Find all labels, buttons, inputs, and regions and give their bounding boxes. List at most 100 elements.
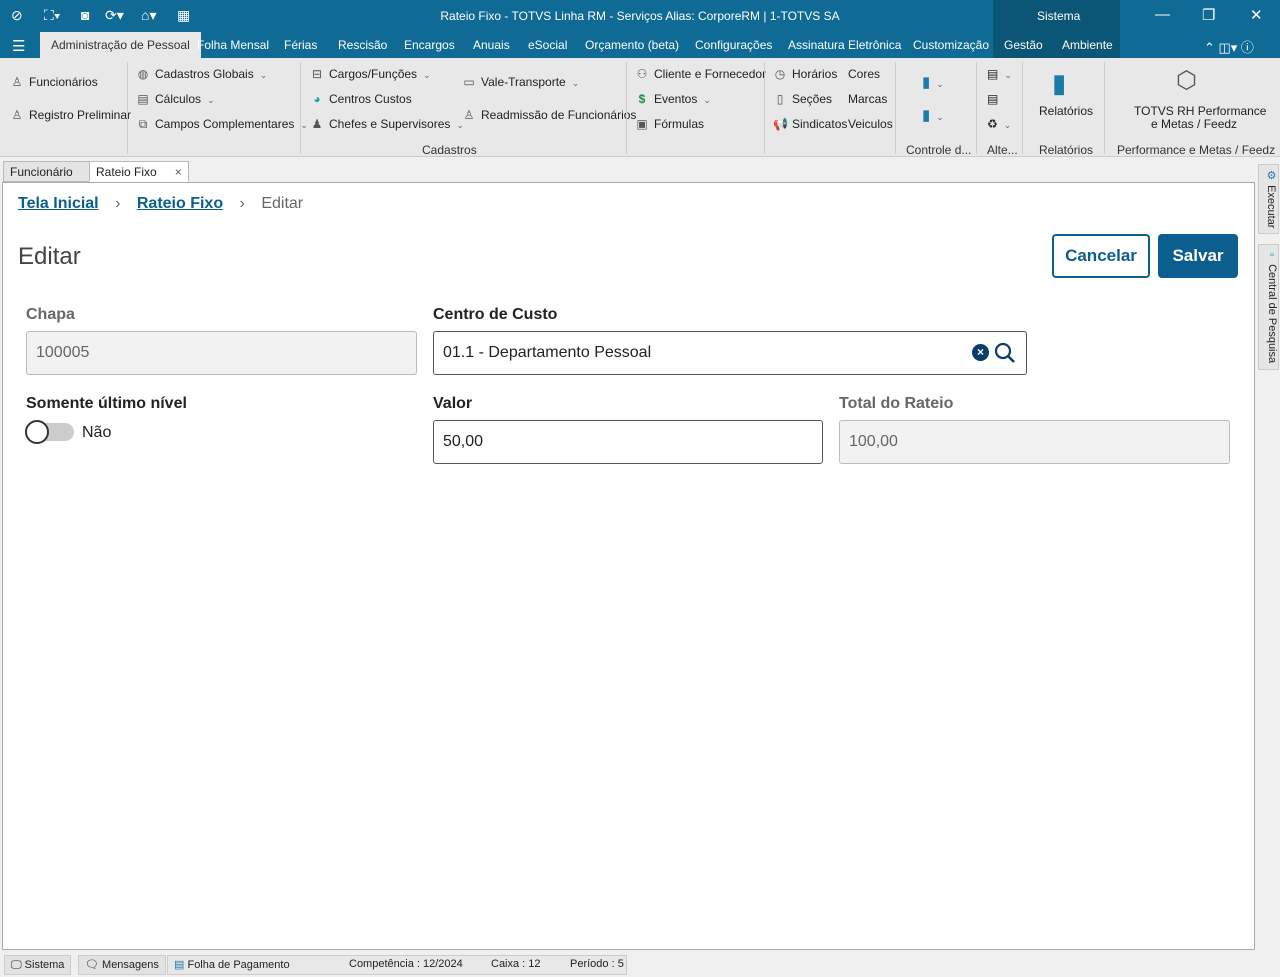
- restore-icon[interactable]: ❐: [1202, 7, 1216, 24]
- chapa-field: 100005: [26, 331, 417, 375]
- cancel-button[interactable]: Cancelar: [1052, 234, 1150, 278]
- chapa-label: Chapa: [26, 306, 75, 323]
- competencia: Competência : 12/2024: [349, 958, 463, 970]
- ribbon-totvs-rh[interactable]: TOTVS RH Performance: [1134, 104, 1267, 118]
- tab-orcamento[interactable]: Orçamento (beta): [585, 38, 680, 52]
- label: Cálculos: [155, 92, 202, 106]
- group-performance: Performance e Metas / Feedz: [1117, 143, 1276, 157]
- collapse-ribbon-icon[interactable]: ⌃ ◫▾ ⓘ: [1204, 40, 1254, 55]
- globe-icon: ◍: [137, 67, 149, 81]
- home-icon[interactable]: ⌂▾: [141, 7, 157, 23]
- ribbon-chefes[interactable]: ♟ Chefes e Supervisores ⌄: [311, 117, 464, 131]
- alte-check-icon[interactable]: ▤: [987, 92, 999, 106]
- controle-doc-icon[interactable]: ▮ ⌄: [922, 74, 944, 91]
- window-title: Rateio Fixo - TOTVS Linha RM - Serviços …: [440, 9, 840, 23]
- ribbon-cadastros-globais[interactable]: ◍ Cadastros Globais ⌄: [137, 67, 268, 81]
- ribbon-veiculos[interactable]: Veiculos: [848, 117, 893, 131]
- app-logo-icon[interactable]: ⊘: [11, 7, 23, 23]
- megaphone-icon: 📢: [773, 117, 788, 131]
- valor-field[interactable]: 50,00: [433, 420, 823, 464]
- tab-ambiente[interactable]: Ambiente: [1062, 38, 1113, 52]
- breadcrumb: Tela Inicial › Rateio Fixo › Editar: [18, 195, 304, 212]
- ribbon-metas[interactable]: e Metas / Feedz: [1151, 117, 1238, 131]
- status-sistema[interactable]: 🖵 Sistema: [4, 955, 72, 975]
- view-icon[interactable]: ◙: [81, 7, 90, 23]
- label: Cadastros Globais: [155, 67, 254, 81]
- supervisor-icon: ♟: [311, 117, 323, 131]
- divider: [976, 62, 977, 154]
- executar-tab[interactable]: ⚙ Executar: [1258, 164, 1279, 234]
- centro-custo-field[interactable]: 01.1 - Departamento Pessoal: [433, 331, 1027, 375]
- tab-esocial[interactable]: eSocial: [528, 38, 568, 52]
- minimize-icon[interactable]: —: [1155, 6, 1170, 23]
- status-mensagens[interactable]: 🗨 Mensagens: [78, 955, 166, 975]
- ribbon-sindicatos[interactable]: 📢 Sindicatos: [773, 117, 847, 131]
- org-icon: ▯: [776, 92, 784, 106]
- label: Folha de Pagamento: [187, 959, 290, 971]
- tab-assinatura[interactable]: Assinatura Eletrônica: [788, 38, 902, 52]
- grid-icon[interactable]: ▦: [177, 7, 191, 23]
- ribbon-eventos[interactable]: $ Eventos ⌄: [635, 92, 711, 106]
- ribbon-funcionarios[interactable]: ♙ Funcionários: [10, 75, 98, 89]
- label: Sistema: [24, 959, 65, 971]
- ribbon-formulas[interactable]: ▣ Fórmulas: [635, 117, 704, 131]
- tab-administracao[interactable]: Administração de Pessoal: [40, 32, 201, 58]
- ribbon-campos[interactable]: ⧉ Campos Complementares ⌄: [136, 117, 308, 132]
- tab-ferias[interactable]: Férias: [284, 38, 318, 52]
- ribbon-horarios[interactable]: ◷ Horários: [773, 67, 838, 81]
- centro-custo-label: Centro de Custo: [433, 306, 558, 323]
- label: Rateio Fixo: [96, 165, 157, 179]
- close-icon[interactable]: ✕: [1250, 7, 1263, 24]
- label: Readmissão de Funcionários: [481, 108, 637, 122]
- divider: [764, 62, 765, 154]
- ribbon-cores[interactable]: Cores: [848, 67, 881, 81]
- clear-icon[interactable]: ×: [972, 344, 989, 361]
- label: Seções: [792, 92, 833, 106]
- toggle-knob: [25, 420, 49, 444]
- label: Central de Pesquisa: [1266, 264, 1278, 364]
- ribbon-cargos[interactable]: ⊟ Cargos/Funções ⌄: [311, 67, 431, 81]
- status-folha[interactable]: ▤ Folha de Pagamento: [167, 955, 627, 975]
- tab-configuracoes[interactable]: Configurações: [695, 38, 773, 52]
- dollar-icon: $: [638, 92, 646, 106]
- app-menu-icon[interactable]: ☰: [12, 38, 26, 55]
- ribbon-secoes[interactable]: ▯ Seções: [773, 92, 832, 106]
- label: Registro Preliminar: [29, 108, 132, 122]
- tab-anuais[interactable]: Anuais: [473, 38, 510, 52]
- ribbon-readmissao[interactable]: ♙ Readmissão de Funcionários: [462, 108, 637, 122]
- tab-folha-mensal[interactable]: Folha Mensal: [197, 38, 270, 52]
- tab-rescisao[interactable]: Rescisão: [338, 38, 388, 52]
- controle-add-icon[interactable]: ▮ ⌄: [922, 107, 944, 124]
- tab-encargos[interactable]: Encargos: [404, 38, 455, 52]
- alte-recycle-icon[interactable]: ♻ ⌄: [987, 117, 1012, 131]
- ribbon-cliente[interactable]: ⚇ Cliente e Fornecedor: [635, 67, 766, 81]
- central-pesquisa-tab[interactable]: ▫ Central de Pesquisa: [1258, 244, 1279, 370]
- alte-doc-icon[interactable]: ▤ ⌄: [987, 67, 1012, 81]
- ribbon-relatorios[interactable]: Relatórios: [1039, 104, 1094, 118]
- doc-tab-rateio-fixo[interactable]: Rateio Fixo ×: [89, 161, 189, 182]
- ribbon-registro[interactable]: ♙ Registro Preliminar: [10, 108, 131, 122]
- breadcrumb-current: Editar: [261, 195, 304, 212]
- hexagon-icon[interactable]: ⬡: [1176, 67, 1197, 94]
- close-icon[interactable]: ×: [174, 165, 182, 179]
- ribbon-marcas[interactable]: Marcas: [848, 92, 888, 106]
- group-icon: ⚇: [636, 67, 648, 81]
- search-icon[interactable]: [994, 342, 1016, 364]
- card-icon: ▭: [463, 75, 475, 89]
- formula-icon: ▣: [636, 117, 648, 131]
- tab-gestao[interactable]: Gestão: [1004, 38, 1043, 52]
- ribbon-centros[interactable]: ◕ Centros Custos: [310, 92, 412, 106]
- breadcrumb-tela-inicial[interactable]: Tela Inicial: [18, 195, 99, 212]
- ribbon-vale[interactable]: ▭ Vale-Transporte ⌄: [463, 75, 580, 89]
- search-doc-icon: ▫: [1266, 249, 1278, 261]
- refresh-icon[interactable]: ⟳▾: [105, 7, 124, 23]
- hierarchy-icon[interactable]: ⛶▾: [44, 7, 61, 23]
- somente-toggle[interactable]: [25, 420, 74, 444]
- ribbon-calculos[interactable]: ▤ Cálculos ⌄: [137, 92, 215, 106]
- breadcrumb-rateio-fixo[interactable]: Rateio Fixo: [136, 195, 224, 212]
- tab-customizacao[interactable]: Customização: [913, 38, 990, 52]
- relatorios-icon[interactable]: ▮: [1052, 68, 1067, 98]
- sistema-region: [993, 0, 1120, 58]
- save-button[interactable]: Salvar: [1158, 234, 1238, 278]
- label: Centros Custos: [329, 92, 412, 106]
